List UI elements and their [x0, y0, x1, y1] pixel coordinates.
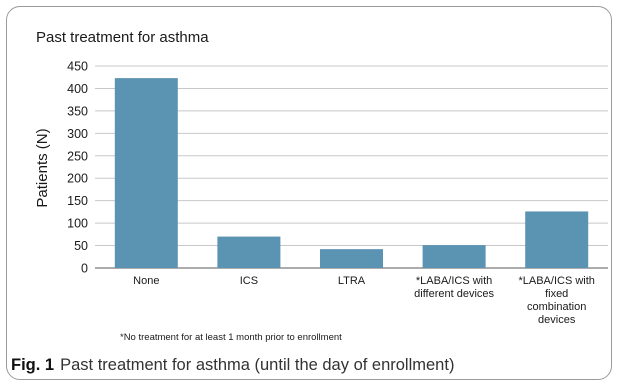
caption-text: Past treatment for asthma (until the day…: [60, 356, 455, 374]
y-tick-label: 250: [67, 149, 88, 163]
y-tick-label: 100: [67, 217, 88, 231]
bar: [320, 249, 383, 268]
figure-caption: Fig. 1 Past treatment for asthma (until t…: [11, 356, 454, 375]
x-category-label: LTRA: [338, 275, 366, 287]
figure-frame: [6, 6, 612, 380]
y-tick-label: 350: [67, 104, 88, 118]
y-tick-label: 0: [81, 262, 88, 276]
bar: [422, 245, 486, 268]
bar: [217, 236, 281, 268]
y-tick-label: 50: [74, 239, 88, 253]
y-tick-label: 300: [67, 127, 88, 141]
y-axis-label: Patients (N): [34, 128, 51, 207]
figure-number: Fig. 1: [11, 356, 55, 374]
x-category-label: None: [133, 275, 159, 287]
x-category-label: *LABA/ICS with fixed combination devices: [518, 275, 594, 326]
bar: [525, 211, 589, 268]
y-tick-label: 400: [67, 82, 88, 96]
chart-footnote: *No treatment for at least 1 month prior…: [120, 332, 342, 343]
x-category-label: ICS: [240, 275, 258, 287]
y-tick-label: 450: [67, 60, 88, 74]
bar: [114, 78, 178, 269]
x-category-label: *LABA/ICS with different devices: [414, 275, 494, 300]
chart-title: Past treatment for asthma: [36, 29, 209, 46]
y-tick-label: 200: [67, 172, 88, 186]
y-tick-label: 150: [67, 194, 88, 208]
